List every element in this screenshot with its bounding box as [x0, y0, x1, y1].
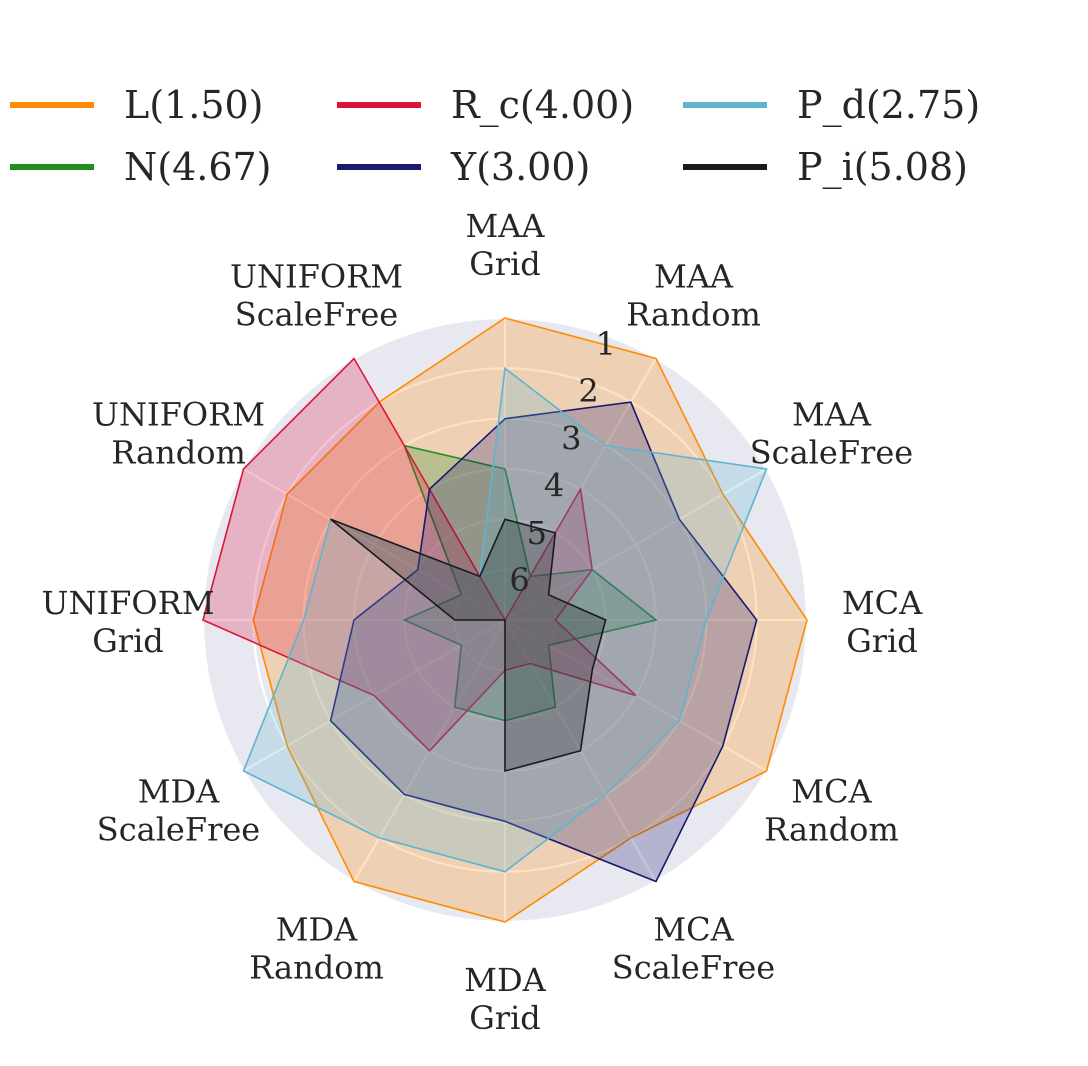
- radial-tick-label: 4: [544, 467, 564, 505]
- radial-tick-label: 2: [578, 372, 598, 410]
- series-polygon-0: [252, 317, 808, 923]
- category-label-line: ScaleFree: [235, 296, 398, 334]
- legend-label: N(4.67): [124, 145, 272, 189]
- category-label-line: Grid: [469, 999, 541, 1037]
- category-label-line: MAA: [792, 396, 872, 434]
- radial-tick-labels: 1 2 3 4 5 6: [509, 325, 616, 599]
- category-label-line: MCA: [653, 910, 734, 948]
- legend-item: L(1.50): [10, 83, 264, 127]
- category-label-line: UNIFORM: [92, 396, 265, 434]
- category-label-line: UNIFORM: [42, 584, 215, 622]
- legend-item: P_d(2.75): [683, 83, 980, 128]
- category-label-line: MAA: [654, 258, 734, 296]
- series-polygon-3: [329, 401, 758, 883]
- category-label-line: Random: [249, 948, 384, 986]
- category-label-line: MDA: [138, 773, 220, 811]
- legend-item: Υ(3.00): [337, 145, 590, 189]
- category-label-line: MDA: [276, 910, 358, 948]
- category-label-line: Random: [111, 434, 246, 472]
- category-label-line: Grid: [846, 622, 918, 660]
- legend: L(1.50) N(4.67) R_c(4.00) Υ(3.00) P_d(2.75) P…: [10, 83, 980, 190]
- category-label-line: ScaleFree: [612, 948, 775, 986]
- series-polygon-5: [330, 518, 607, 773]
- category-label-line: Random: [626, 296, 761, 334]
- legend-label: R_c(4.00): [451, 83, 634, 128]
- radial-tick-label: 5: [527, 514, 547, 552]
- legend-label: P_d(2.75): [797, 83, 980, 128]
- category-label-line: ScaleFree: [97, 811, 260, 849]
- radial-tick-label: 6: [509, 561, 529, 599]
- category-label-line: MCA: [791, 773, 872, 811]
- legend-label: L(1.50): [124, 83, 264, 127]
- radial-tick-label: 3: [561, 419, 581, 457]
- category-label-line: MAA: [466, 207, 546, 245]
- category-label-line: MDA: [464, 961, 546, 999]
- category-label-line: Grid: [469, 245, 541, 283]
- category-label-line: MCA: [842, 584, 923, 622]
- radial-tick-label: 1: [596, 325, 616, 363]
- legend-item: N(4.67): [10, 145, 272, 189]
- legend-label: P_i(5.08): [797, 145, 968, 190]
- legend-item: R_c(4.00): [337, 83, 634, 128]
- legend-label: Υ(3.00): [450, 145, 590, 189]
- category-label-line: ScaleFree: [750, 434, 913, 472]
- legend-item: P_i(5.08): [683, 145, 968, 190]
- category-label-line: Random: [764, 811, 899, 849]
- category-label-line: UNIFORM: [230, 258, 403, 296]
- radar-series: [202, 317, 808, 923]
- category-label-line: Grid: [92, 622, 164, 660]
